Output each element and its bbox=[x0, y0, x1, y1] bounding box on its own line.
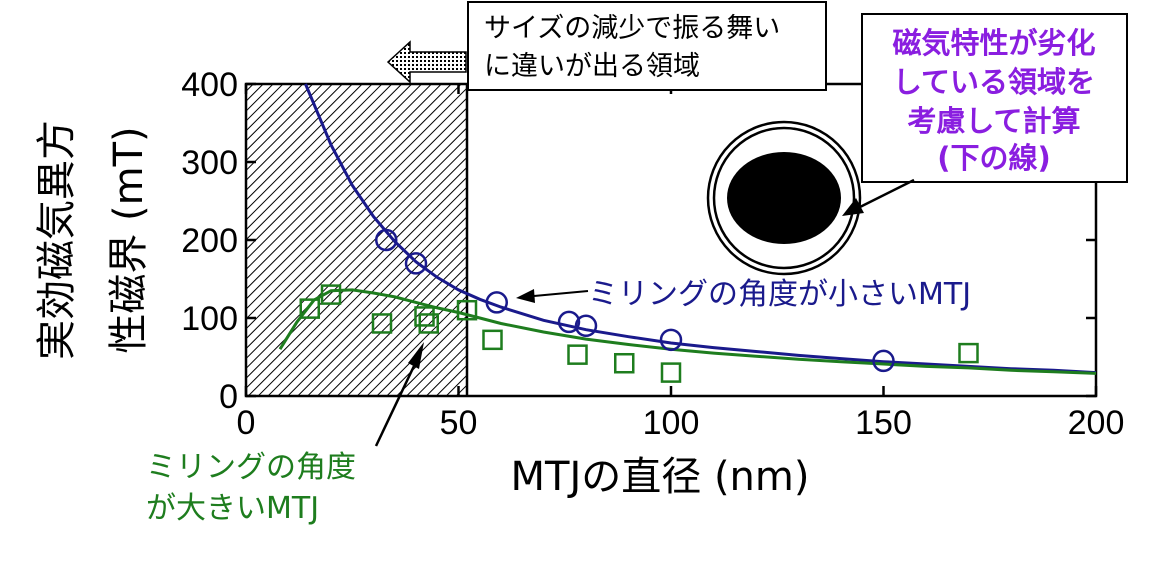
purple-annotation-line4: (下の線) bbox=[937, 141, 1051, 175]
x-tick-label: 0 bbox=[237, 404, 256, 442]
fit-curve-series-0 bbox=[304, 83, 1097, 375]
data-point-circle bbox=[375, 228, 398, 252]
large-angle-arrow-line bbox=[374, 365, 416, 447]
y-axis-title-line2: 性磁界 (mT) bbox=[106, 126, 152, 353]
data-point-square bbox=[371, 313, 393, 334]
data-point-square bbox=[414, 306, 435, 327]
region-annotation-line2: に違いが出る領域 bbox=[484, 51, 700, 82]
data-point-square bbox=[567, 344, 588, 365]
data-point-circle bbox=[557, 310, 581, 334]
purple-annotation-line3: 考慮して計算 bbox=[907, 104, 1080, 138]
data-point-square bbox=[418, 313, 439, 334]
purple-annotation-box bbox=[861, 13, 1128, 183]
region-annotation-line1: サイズの減少で振る舞い bbox=[484, 13, 780, 44]
data-point-square bbox=[320, 284, 342, 305]
data-point-square bbox=[660, 362, 682, 383]
small-angle-arrow-line bbox=[533, 290, 589, 297]
purple-box-arrowhead bbox=[842, 198, 864, 216]
data-point-circle bbox=[404, 252, 428, 275]
data-point-circle bbox=[485, 291, 508, 314]
region-annotation-box bbox=[467, 1, 827, 91]
data-point-circle bbox=[659, 328, 683, 352]
y-tick-label: 300 bbox=[181, 144, 238, 182]
large-angle-label-line1: ミリングの角度 bbox=[146, 450, 356, 485]
fit-curves bbox=[278, 83, 1097, 375]
y-tick-label: 0 bbox=[219, 378, 238, 416]
x-tick-label: 150 bbox=[855, 404, 912, 442]
data-markers bbox=[299, 228, 979, 383]
purple-annotation-line2: している領域を bbox=[893, 65, 1095, 99]
y-tick-label: 400 bbox=[181, 66, 238, 104]
x-tick-label: 50 bbox=[440, 404, 478, 442]
data-point-square bbox=[614, 352, 635, 374]
purple-box-arrow-line bbox=[857, 178, 915, 210]
y-axis-ticks: 0 100 200 300 400 bbox=[181, 66, 1096, 416]
large-angle-label-line2: が大きいMTJ bbox=[146, 491, 319, 526]
data-point-circle bbox=[872, 349, 895, 373]
large-angle-arrowhead bbox=[408, 342, 424, 369]
y-tick-label: 200 bbox=[181, 222, 238, 260]
small-angle-label: ミリングの角度が小さいMTJ bbox=[588, 277, 971, 312]
hatched-region bbox=[246, 84, 467, 396]
x-axis-title: MTJの直径 (nm) bbox=[511, 454, 810, 500]
small-angle-arrowhead bbox=[516, 289, 535, 303]
data-point-square bbox=[482, 329, 503, 351]
left-arrow bbox=[386, 40, 467, 84]
x-tick-label: 200 bbox=[1068, 404, 1125, 442]
y-axis-title: 実効磁気異方 性磁界 (mT) bbox=[34, 120, 152, 360]
y-axis-title-line1: 実効磁気異方 bbox=[34, 120, 80, 360]
x-tick-label: 100 bbox=[643, 404, 700, 442]
purple-annotation-line1: 磁気特性が劣化 bbox=[892, 26, 1095, 60]
data-point-square bbox=[958, 342, 979, 364]
data-point-circle bbox=[574, 314, 598, 338]
fit-curve-series-1 bbox=[278, 288, 1097, 375]
y-tick-label: 100 bbox=[181, 300, 238, 338]
data-point-square bbox=[456, 299, 478, 321]
data-point-square bbox=[299, 298, 320, 319]
mtj-core-ellipse bbox=[727, 152, 841, 244]
